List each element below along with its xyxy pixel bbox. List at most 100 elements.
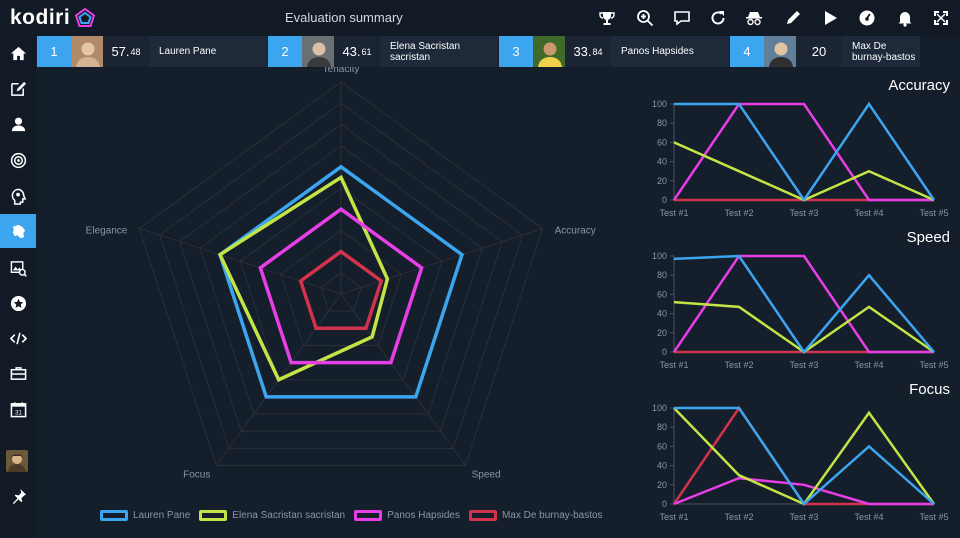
comment-icon	[674, 11, 690, 26]
comment-button[interactable]	[672, 8, 692, 28]
line-series[interactable]	[673, 254, 935, 355]
image-search-icon	[10, 260, 27, 277]
rank-card[interactable]: 4 20 Max De burnay-bastos	[730, 36, 920, 67]
trophy-button[interactable]	[597, 8, 617, 28]
y-tick-label: 100	[652, 99, 667, 109]
y-tick-label: 80	[657, 118, 667, 128]
y-tick-label: 0	[662, 499, 667, 509]
sidebar-item-user[interactable]	[0, 107, 36, 141]
rank-score: 33. 84	[565, 36, 611, 67]
bell-button[interactable]	[895, 8, 915, 28]
zoom-in-button[interactable]	[635, 8, 655, 28]
legend-item[interactable]: Elena Sacristan sacristan	[199, 510, 345, 521]
sidebar-item-image-search[interactable]	[0, 251, 36, 285]
radar-grid-ring	[179, 123, 503, 432]
line-series[interactable]	[672, 102, 934, 202]
x-tick-label: Test #5	[919, 208, 948, 218]
rank-score: 57. 48	[103, 36, 149, 67]
y-tick-label: 0	[662, 195, 667, 205]
logo[interactable]: kodiri	[10, 5, 96, 31]
head-icon	[11, 188, 26, 205]
sidebar-item-home[interactable]	[0, 36, 36, 70]
sidebar-item-star[interactable]	[0, 286, 36, 320]
candidate-name: Panos Hapsides	[611, 36, 729, 67]
line-series[interactable]	[674, 101, 936, 203]
line-series[interactable]	[674, 406, 935, 506]
radar-series[interactable]	[217, 174, 390, 383]
rank-card[interactable]: 3 33. 84 Panos Hapsides	[499, 36, 729, 67]
user-icon	[11, 117, 25, 131]
x-tick-label: Test #1	[659, 360, 688, 370]
line-chart: 0 20 40 60 80 100 Test #1 Test #2 Test #3 Test #4…	[652, 99, 949, 218]
line-series[interactable]	[673, 141, 935, 202]
rank-score-integer: 20	[811, 44, 827, 59]
sidebar-item-edit[interactable]	[0, 71, 36, 105]
star-icon	[10, 295, 26, 311]
user-avatar[interactable]	[6, 450, 28, 472]
expand-button[interactable]	[931, 8, 951, 28]
legend-item[interactable]: Lauren Pane	[100, 510, 190, 521]
play-icon	[825, 11, 837, 25]
pencil-button[interactable]	[783, 8, 803, 28]
rank-number: 2	[268, 36, 302, 67]
x-tick-label: Test #2	[724, 208, 753, 218]
legend-swatch	[468, 510, 497, 521]
legend-item[interactable]: Panos Hapsides	[354, 510, 460, 521]
x-tick-label: Test #4	[854, 512, 883, 522]
radar-grid	[138, 81, 544, 467]
y-tick-label: 80	[657, 270, 667, 280]
legend-label: Elena Sacristan sacristan	[232, 510, 346, 521]
candidate-name: Max De burnay-bastos	[842, 36, 920, 67]
radar-grid-ring	[158, 102, 524, 449]
line-series[interactable]	[673, 300, 935, 354]
line-chart: 0 20 40 60 80 100 Test #1 Test #2 Test #3 Test #4…	[652, 251, 949, 370]
line-series[interactable]	[673, 476, 934, 506]
rank-card[interactable]: 2 43. 61 Elena Sacristan sacristan	[268, 36, 498, 67]
refresh-button[interactable]	[708, 8, 728, 28]
radar-axis-label: Tenacity	[323, 67, 360, 75]
trophy-icon	[599, 12, 615, 25]
refresh-icon	[711, 11, 725, 25]
page-title: Evaluation summary	[285, 10, 403, 25]
x-tick-label: Test #1	[659, 208, 688, 218]
sidebar-item-pin[interactable]	[0, 479, 36, 513]
radar-series[interactable]	[258, 207, 424, 365]
legend-label: Lauren Pane	[133, 510, 191, 521]
rank-card[interactable]: 1 57. 48 Lauren Pane	[37, 36, 267, 67]
logo-mark-icon	[75, 7, 96, 27]
y-tick-label: 20	[657, 328, 667, 338]
sidebar-item-brain[interactable]	[0, 214, 36, 248]
briefcase-icon	[10, 366, 26, 380]
x-tick-label: Test #3	[789, 512, 818, 522]
sidebar-item-calendar[interactable]: 31	[0, 392, 36, 426]
sidebar-item-head[interactable]	[0, 179, 36, 213]
sidebar-item-target[interactable]	[0, 143, 36, 177]
pin-icon	[12, 488, 26, 504]
candidate-photo	[71, 36, 103, 67]
radar-axis-label: Accuracy	[555, 225, 596, 236]
radar-series[interactable]	[298, 249, 384, 331]
expand-icon	[934, 11, 948, 25]
rank-score-integer: 57.	[111, 44, 130, 59]
radar-chart: Tenacity Accuracy Speed Focus Elegance	[86, 67, 596, 481]
rank-score-integer: 33.	[573, 44, 592, 59]
x-tick-label: Test #3	[789, 208, 818, 218]
y-tick-label: 40	[657, 157, 667, 167]
radar-axis-label: Elegance	[86, 225, 128, 236]
legend: Lauren Pane Elena Sacristan sacristan Pano…	[100, 510, 612, 521]
line-series[interactable]	[672, 254, 934, 354]
legend-item[interactable]: Max De burnay-bastos	[468, 510, 603, 521]
y-tick-label: 60	[657, 137, 667, 147]
line-chart-title: Focus	[909, 381, 950, 398]
play-button[interactable]	[820, 8, 840, 28]
y-tick-label: 100	[652, 251, 667, 261]
dashboard-button[interactable]	[857, 8, 877, 28]
sidebar-item-code[interactable]	[0, 321, 36, 355]
home-icon	[10, 46, 26, 60]
spy-button[interactable]	[744, 8, 764, 28]
candidate-photo	[533, 36, 565, 67]
y-tick-label: 60	[657, 289, 667, 299]
y-tick-label: 20	[657, 480, 667, 490]
sidebar-item-briefcase[interactable]	[0, 356, 36, 390]
y-tick-label: 40	[657, 309, 667, 319]
